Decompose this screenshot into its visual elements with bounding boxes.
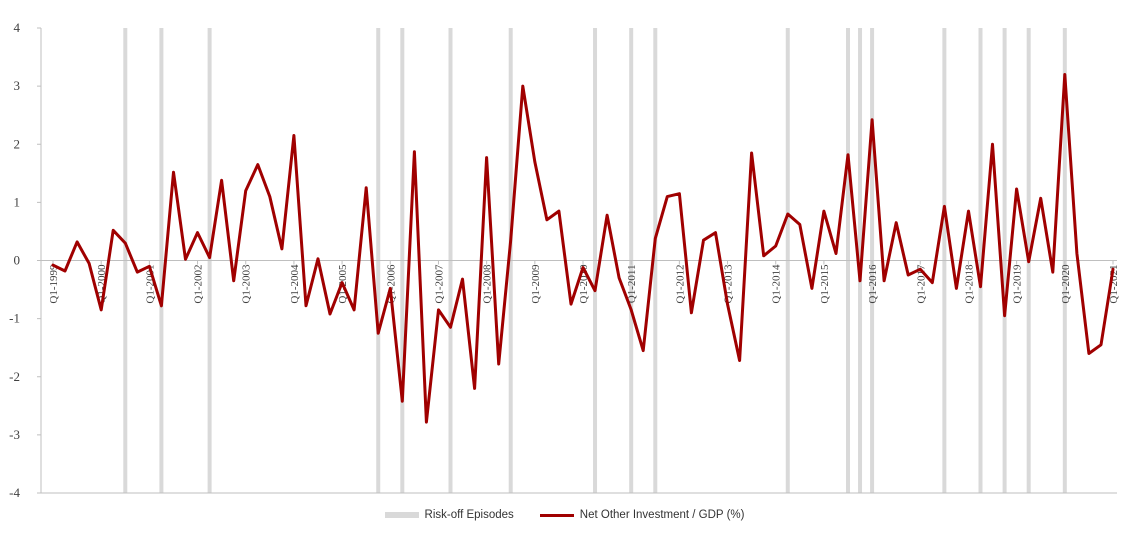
- x-tick-label: Q1-2012: [674, 265, 686, 304]
- y-tick-label: 0: [14, 253, 21, 268]
- x-tick-label: Q1-2016: [867, 264, 879, 304]
- y-tick-label: 4: [14, 20, 21, 35]
- y-tick-label: -4: [9, 485, 20, 500]
- x-tick-label: Q1-2007: [433, 264, 445, 304]
- y-tick-label: 3: [14, 78, 21, 93]
- y-axis-ticks: -4 -3 -2 -1 0 1 2 3 4: [9, 20, 41, 500]
- y-tick-label: 1: [14, 194, 21, 209]
- x-tick-label: Q1-2014: [771, 264, 783, 304]
- legend: Risk-off Episodes Net Other Investment /…: [0, 509, 1129, 521]
- legend-item-risk-off: Risk-off Episodes: [384, 509, 514, 521]
- y-tick-label: -3: [9, 427, 20, 442]
- x-tick-label: Q1-2011: [626, 265, 638, 304]
- x-tick-label: Q1-2008: [482, 264, 494, 304]
- axes: [40, 28, 1117, 494]
- x-tick-label: Q1-2018: [963, 264, 975, 304]
- x-tick-label: Q1-2020: [1060, 264, 1072, 304]
- y-tick-label: 2: [14, 136, 21, 151]
- x-tick-label: Q1-2002: [193, 265, 205, 304]
- x-tick-label: Q1-2019: [1012, 264, 1024, 304]
- legend-item-net-other-investment: Net Other Investment / GDP (%): [539, 509, 745, 521]
- y-tick-label: -1: [9, 311, 20, 326]
- legend-label-risk-off: Risk-off Episodes: [424, 509, 514, 521]
- x-tick-label: Q1-2015: [819, 264, 831, 304]
- legend-swatch-bar: [384, 512, 419, 518]
- x-tick-label: Q1-2003: [241, 264, 253, 304]
- series-line: [51, 73, 1115, 424]
- series-line-net-other-investment: [51, 73, 1115, 424]
- legend-label-net-other-investment: Net Other Investment / GDP (%): [579, 509, 745, 521]
- x-tick-label: Q1-2009: [530, 264, 542, 304]
- x-tick-label: Q1-1999: [48, 264, 60, 304]
- x-tick-label: Q1-2004: [289, 264, 301, 304]
- legend-swatch-line: [539, 513, 574, 517]
- y-tick-label: -2: [9, 369, 20, 384]
